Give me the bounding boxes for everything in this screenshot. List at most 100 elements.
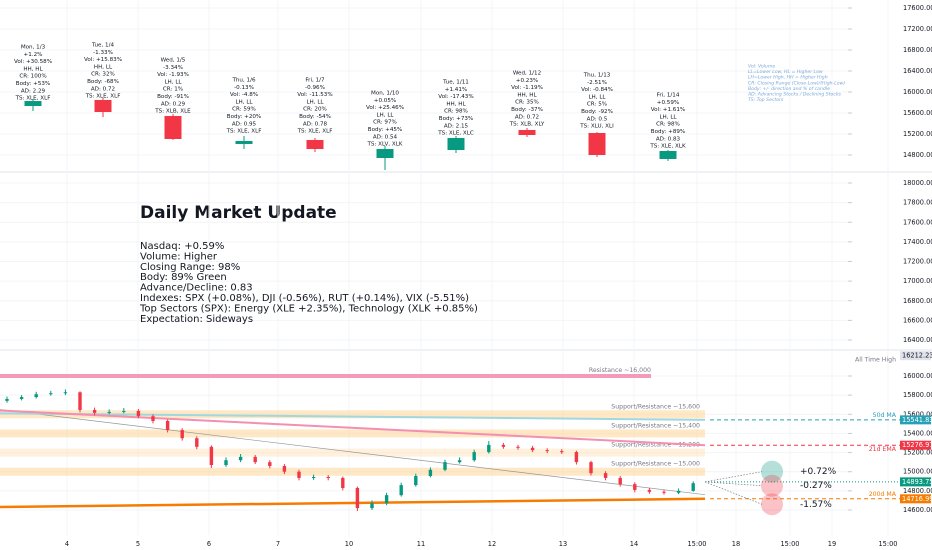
ma-box <box>900 415 931 425</box>
card-text: LH, LL <box>164 79 182 85</box>
y-tick-label: 15800.00 <box>903 391 932 399</box>
candle-body <box>472 452 476 461</box>
card-text: AD: 0.83 <box>656 136 681 142</box>
card-text: -2.51% <box>587 80 607 86</box>
card-text: Vol: +25.46% <box>366 105 404 111</box>
card-text: Vol: -4.8% <box>230 92 258 98</box>
card-text: LH, LL <box>659 114 677 120</box>
y-tick-label: 16400.00 <box>903 336 932 344</box>
card-text: HH, LL <box>94 64 113 70</box>
card-text: TS: XLE, XLF <box>226 129 262 135</box>
card-text: TS: XLB, XLE <box>154 109 191 115</box>
ma-line <box>0 409 706 447</box>
y-tick-label: 14800.00 <box>903 151 932 159</box>
candle-body <box>341 477 345 488</box>
candle-body <box>78 392 82 410</box>
card-text: Vol: -0.84% <box>581 87 613 93</box>
candle-body <box>355 487 360 509</box>
candle-body <box>384 495 389 504</box>
candle-body <box>136 410 141 417</box>
candle-body <box>49 393 53 395</box>
y-tick-label: 16800.00 <box>903 297 932 305</box>
card-text: HH, HL <box>446 101 466 107</box>
legend-note: CR: Closing Range (Close-Low)/(High-Low) <box>748 80 845 86</box>
candle-body <box>647 489 652 492</box>
card-text: Tue, 1/11 <box>442 80 469 86</box>
candle-body <box>282 465 287 472</box>
card-text: AD: 0.72 <box>91 86 115 92</box>
card-text: AD: 0.95 <box>232 121 257 127</box>
card-text: Thu, 1/6 <box>231 78 256 84</box>
legend-note: AD: Advancing Stocks / Declining Stocks <box>747 92 841 98</box>
card-text: TS: XLE, XLK <box>649 144 686 150</box>
card-text: Fri, 1/14 <box>657 93 680 99</box>
y-tick-label: 17400.00 <box>903 238 932 246</box>
candle-body <box>370 503 374 509</box>
card-text: +0.05% <box>374 98 396 104</box>
x-tick-label: 4 <box>65 540 69 548</box>
card-text: Vol: -11.53% <box>297 92 332 98</box>
candle-body <box>676 490 681 493</box>
ath-label: All Time High <box>855 357 896 364</box>
projection-arrow <box>704 481 763 487</box>
update-line: Advance/Decline: 0.83 <box>140 283 253 294</box>
projection-label: -0.27% <box>800 481 832 491</box>
candle-body <box>414 476 418 486</box>
card-text: Thu, 1/13 <box>583 73 611 79</box>
card-text: HH, HL <box>517 92 537 98</box>
ma-name: 50d MA <box>873 412 897 419</box>
card-text: -0.96% <box>305 85 325 91</box>
card-text: -1.33% <box>93 50 113 56</box>
y-tick-label: 15600.00 <box>903 109 932 117</box>
candle-body <box>107 411 111 413</box>
card-text: +0.59% <box>657 100 679 106</box>
candle-body <box>19 397 24 399</box>
card-text: LH, LL <box>376 112 394 118</box>
card-text: TS: XLE, XLF <box>15 96 51 102</box>
y-tick-label: 17000.00 <box>903 277 932 285</box>
card-text: +0.23% <box>516 78 538 84</box>
card-text: Body: +89% <box>651 129 686 135</box>
candle-body <box>691 483 695 491</box>
card-text: CR: 35% <box>515 100 539 106</box>
candle-body <box>311 476 316 478</box>
card-text: Vol: -1.93% <box>157 72 189 78</box>
card-text: +1.41% <box>445 87 467 93</box>
update-line: Closing Range: 98% <box>140 262 240 273</box>
update-line: Body: 89% Green <box>140 272 227 283</box>
update-line: Indexes: SPX (+0.08%), DJI (-0.56%), RUT… <box>140 293 469 304</box>
candle-body <box>659 151 677 159</box>
card-text: -3.34% <box>163 65 183 71</box>
x-tick-label: 7 <box>276 540 280 548</box>
legend-note: Body: +/- direction and % of candle <box>748 86 830 92</box>
card-text: LH, LL <box>306 99 324 105</box>
x-tick-label: 15:00 <box>780 540 799 548</box>
x-tick-label: 10 <box>345 540 353 548</box>
card-text: CR: 20% <box>303 107 327 113</box>
ath-box <box>900 351 931 361</box>
card-text: AD: 2.15 <box>444 123 469 129</box>
candle-body <box>589 462 593 474</box>
y-tick-label: 16400.00 <box>903 67 932 75</box>
candle-body <box>447 137 465 151</box>
card-text: Body: -54% <box>299 114 331 120</box>
level-band <box>0 410 705 419</box>
card-text: AD: 0.54 <box>373 134 398 140</box>
card-text: CR: 1% <box>163 87 183 93</box>
candle-body <box>24 101 42 107</box>
y-tick-label: 15200.00 <box>903 449 932 457</box>
update-line: Expectation: Sideways <box>140 314 253 325</box>
candle-body <box>518 130 536 135</box>
legend-note: TS: Top Sectors <box>748 97 784 103</box>
x-tick-label: 15:00 <box>687 540 706 548</box>
legend-note: LH=Lower High, HH = Higher High <box>748 75 828 81</box>
update-title: Daily Market Update <box>140 203 337 223</box>
card-text: HH, HL <box>23 66 43 72</box>
card-text: CR: 32% <box>91 72 115 78</box>
candle-body <box>165 420 170 431</box>
candle-body <box>588 133 606 155</box>
x-tick-label: 12 <box>488 540 496 548</box>
y-tick-label: 18000.00 <box>903 179 932 187</box>
ma-value: 15541.83 <box>902 416 932 424</box>
candle-body <box>122 410 126 412</box>
